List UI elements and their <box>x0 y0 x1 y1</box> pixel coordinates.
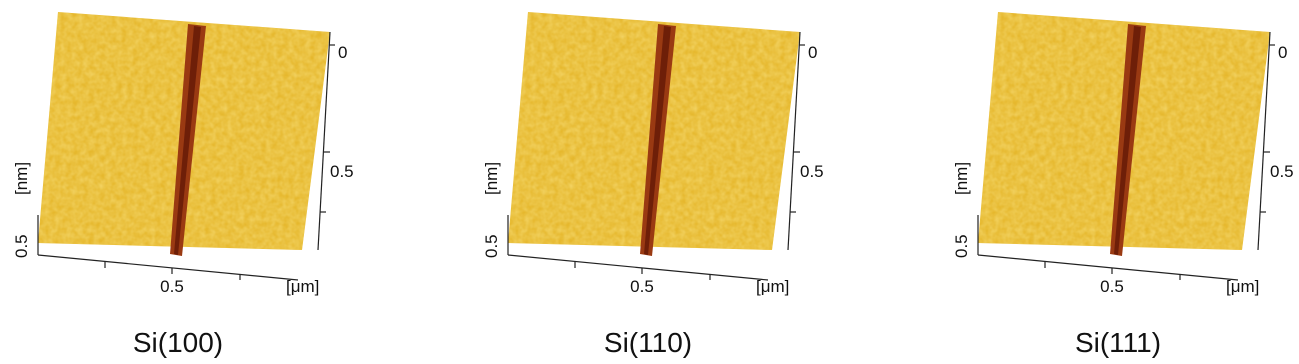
panel-caption: Si(110) <box>604 327 692 358</box>
x-tick-label: 0.5 <box>1100 277 1124 296</box>
height-tick-label: 0.5 <box>12 234 31 258</box>
y-axis <box>787 31 801 251</box>
height-axis-label: [nm] <box>12 162 31 195</box>
height-axis-label: [nm] <box>952 162 971 195</box>
groove-core <box>644 26 671 255</box>
groove-core <box>174 26 201 255</box>
x-axis <box>507 254 769 281</box>
y-tick-label: 0.5 <box>330 162 354 181</box>
groove-core <box>1114 26 1141 255</box>
panel-caption: Si(111) <box>1075 327 1161 358</box>
y-tick-label: 0 <box>1278 43 1287 62</box>
afm-panel: 0 0.5 0.5 [μm] [nm] 0.5 Si(100) <box>12 12 354 358</box>
x-axis <box>977 254 1239 281</box>
x-axis-label: [μm] <box>756 277 789 296</box>
height-tick-label: 0.5 <box>952 234 971 258</box>
height-axis-label: [nm] <box>482 162 501 195</box>
afm-panel: 0 0.5 0.5 [μm] [nm] 0.5 Si(111) <box>952 12 1294 358</box>
height-tick-label: 0.5 <box>482 234 501 258</box>
x-tick-label: 0.5 <box>630 277 654 296</box>
x-axis <box>37 254 299 281</box>
y-tick-label: 0.5 <box>1270 162 1294 181</box>
x-axis-label: [μm] <box>1226 277 1259 296</box>
x-tick-label: 0.5 <box>160 277 184 296</box>
y-tick-label: 0 <box>808 43 817 62</box>
y-tick-label: 0 <box>338 43 347 62</box>
y-axis <box>1257 31 1271 251</box>
x-axis-label: [μm] <box>286 277 319 296</box>
y-tick-label: 0.5 <box>800 162 824 181</box>
afm-panel: 0 0.5 0.5 [μm] [nm] 0.5 Si(110) <box>482 12 824 358</box>
y-axis <box>317 31 331 251</box>
panel-caption: Si(100) <box>133 327 223 358</box>
